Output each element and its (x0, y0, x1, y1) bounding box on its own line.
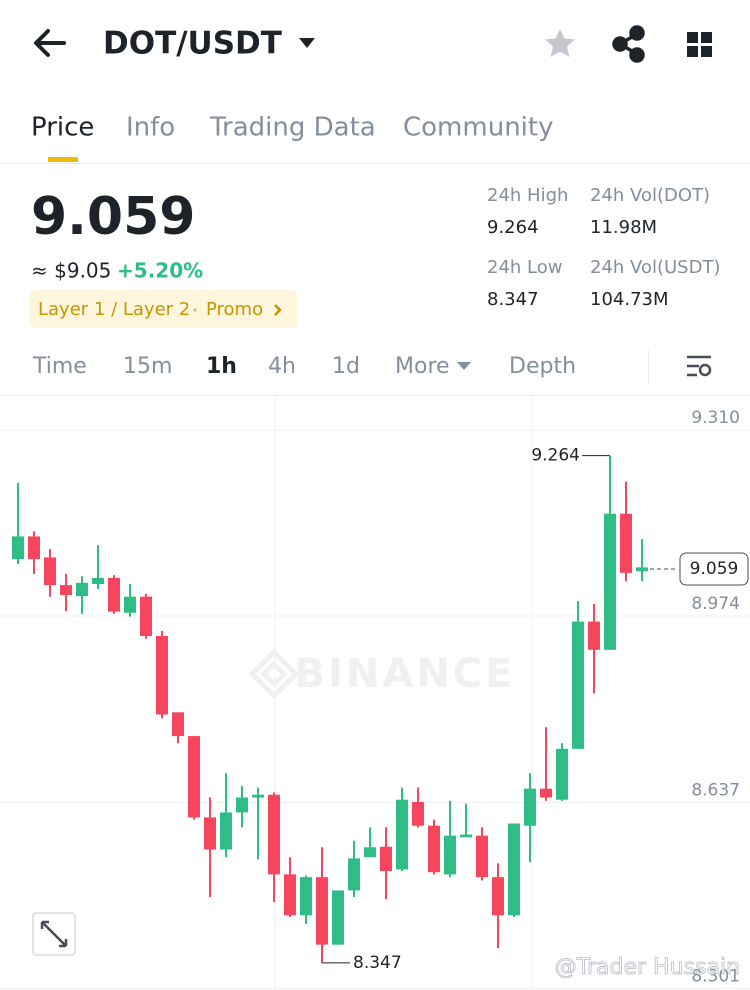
candle-body (476, 835, 488, 878)
back-button[interactable] (34, 29, 66, 57)
candle-body (108, 577, 120, 612)
pair-title[interactable]: DOT/USDT (103, 26, 282, 62)
stat-label: 24h Vol(DOT) (590, 185, 710, 206)
y-tick-label: 8.637 (691, 780, 740, 800)
grid-menu-icon[interactable] (687, 32, 712, 57)
stat-value: 8.347 (487, 289, 539, 310)
chart-settings-icon[interactable] (687, 355, 712, 377)
candle-body (636, 567, 648, 572)
tag-dot (193, 308, 197, 312)
stat-value: 11.98M (590, 217, 657, 238)
share-icon[interactable] (612, 25, 645, 63)
candle-body (460, 834, 472, 838)
candle-body (428, 825, 440, 873)
promo-label[interactable]: Promo (206, 299, 263, 320)
candle-body (572, 621, 584, 749)
candle-body (332, 890, 344, 945)
candle-body (380, 846, 392, 872)
watermark-logo (248, 648, 300, 700)
candle-body (220, 812, 232, 850)
tab-indicator (48, 157, 78, 162)
candle-body (524, 788, 536, 826)
tab[interactable]: Community (403, 113, 553, 143)
last-price-box (679, 552, 749, 586)
pair-caret[interactable] (299, 38, 315, 48)
interval[interactable]: 1h (206, 354, 237, 379)
candle-body (284, 874, 296, 916)
candle-body (604, 513, 616, 650)
candle-body (300, 877, 312, 916)
more-caret (457, 362, 471, 370)
expand-icon (40, 920, 68, 948)
candle-body (236, 797, 248, 813)
candle-body (124, 596, 136, 613)
candle-body (268, 794, 280, 875)
price-change: +5.20% (117, 259, 203, 283)
min-label: 8.347 (353, 953, 402, 973)
candle-body (92, 577, 104, 584)
candle-body (188, 736, 200, 818)
promo-chevron (274, 304, 282, 316)
fiat-price: ≈ $9.05 (31, 259, 111, 283)
candle-body (76, 582, 88, 597)
candle-body (508, 823, 520, 916)
candle-body (316, 877, 328, 945)
last-price-label: 9.059 (690, 559, 739, 579)
max-label: 9.264 (531, 446, 580, 466)
y-tick-label: 8.974 (691, 594, 740, 614)
interval[interactable]: 1d (332, 354, 360, 379)
tab[interactable]: Info (126, 113, 175, 143)
watermark: BINANCE (295, 651, 516, 697)
candle-body (140, 596, 152, 636)
candlestick-chart: BINANCE 9.310 8.974 8.637 8.301 9.264 8.347 9.0… (0, 408, 750, 989)
candle-body (412, 801, 424, 826)
candle-body (156, 635, 168, 715)
stat-label: 24h Vol(USDT) (590, 257, 720, 278)
candle-body (620, 513, 632, 573)
candle-body (12, 536, 24, 560)
candle-body (172, 712, 184, 737)
interval[interactable]: 15m (123, 354, 172, 379)
candle-body (540, 788, 552, 798)
candle-body (204, 817, 216, 850)
candle-body (444, 835, 456, 875)
candle-body (60, 585, 72, 596)
interval[interactable]: More (395, 354, 450, 379)
y-tick-label: 9.310 (691, 408, 740, 428)
y-tick-label: 8.301 (691, 966, 740, 986)
candle-body (588, 621, 600, 650)
last-price: 9.059 (31, 187, 195, 247)
tag-chip[interactable] (30, 290, 297, 328)
candle-body (396, 799, 408, 870)
candle-body (348, 858, 360, 891)
favorite-icon[interactable] (545, 29, 575, 57)
interval[interactable]: 4h (268, 354, 296, 379)
stat-value: 104.73M (590, 289, 669, 310)
candle-body (28, 536, 40, 560)
interval[interactable]: Depth (509, 354, 576, 379)
candle-body (492, 877, 504, 916)
tag-label[interactable]: Layer 1 / Layer 2 (38, 299, 190, 320)
candle-body (556, 748, 568, 800)
candle-body (44, 557, 56, 586)
interval[interactable]: Time (32, 354, 87, 379)
stat-label: 24h Low (487, 257, 562, 278)
candle-body (364, 847, 376, 858)
credit-watermark: @Trader Hussain (555, 955, 740, 980)
stat-value: 9.264 (487, 217, 539, 238)
stat-label: 24h High (487, 185, 568, 206)
tab[interactable]: Trading Data (209, 113, 376, 143)
tab[interactable]: Price (31, 113, 94, 143)
candle-body (252, 794, 264, 798)
